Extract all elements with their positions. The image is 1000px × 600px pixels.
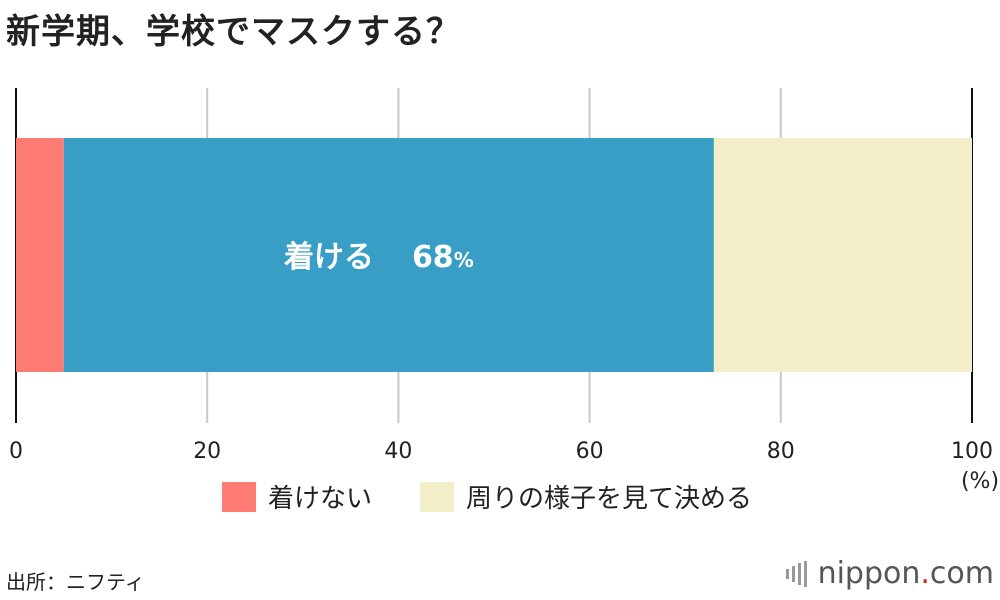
legend-item-not-wear: 着けない: [222, 478, 372, 515]
bar-labels: 着ける 68%: [284, 240, 474, 275]
bar-label-wear: 着ける 68%: [284, 240, 474, 275]
x-tick-label-80: 80: [767, 439, 795, 464]
x-tick-label-100: 100: [951, 439, 993, 464]
logo-dot: .: [920, 556, 930, 591]
bar-label-unit: %: [454, 248, 474, 272]
logo-text-main: nippon: [817, 556, 921, 591]
bar-segments: [16, 138, 972, 372]
logo-text-tail: com: [929, 556, 994, 591]
bar-segment-0: [16, 138, 64, 372]
legend-label-not-wear: 着けない: [268, 484, 373, 514]
legend-item-decide: 周りの様子を見て決める: [420, 478, 752, 515]
legend-swatch-not-wear: [222, 481, 256, 512]
x-axis-unit: (%): [961, 469, 999, 494]
chart-title: 新学期、学校でマスクする？: [6, 12, 461, 52]
x-tick-label-40: 40: [384, 439, 412, 464]
bar-segment-1: [63, 138, 714, 372]
x-tick-label-60: 60: [576, 439, 604, 464]
x-axis: 0 20 40 60 80 100 (%): [9, 439, 999, 494]
legend: 着けない 周りの様子を見て決める: [222, 478, 800, 515]
source-note: 出所：ニフティ: [6, 570, 145, 594]
legend-label-decide: 周りの様子を見て決める: [466, 484, 753, 514]
bar-label-text: 着ける: [284, 240, 374, 275]
logo-bars-icon: [785, 560, 810, 587]
x-tick-label-20: 20: [193, 439, 221, 464]
legend-swatch-decide: [420, 481, 455, 512]
x-tick-label-0: 0: [9, 439, 23, 464]
nippon-logo: nippon. com: [785, 556, 994, 591]
bar-segment-2: [713, 138, 972, 372]
bar-label-value: 68: [412, 240, 454, 275]
